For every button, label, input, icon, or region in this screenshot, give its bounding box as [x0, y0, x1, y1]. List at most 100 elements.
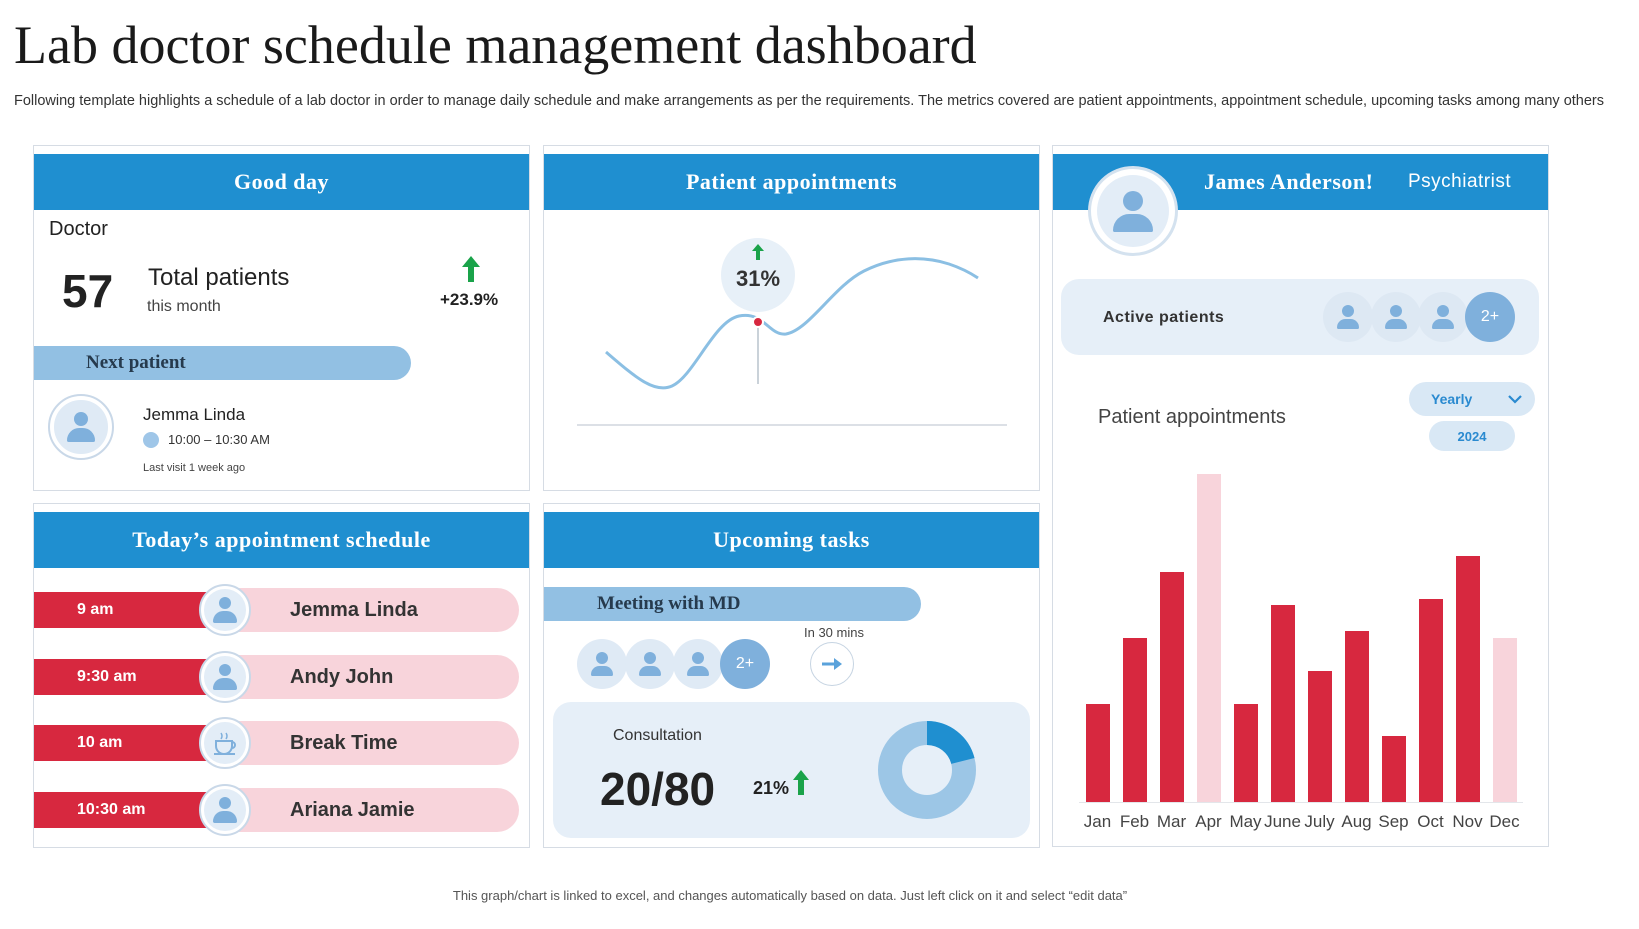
page-title: Lab doctor schedule management dashboard [14, 15, 977, 75]
donut-completed [878, 721, 976, 819]
clock-icon [143, 432, 159, 448]
bar-oct [1418, 598, 1443, 802]
bar-sep [1381, 736, 1406, 802]
person-icon [1335, 304, 1361, 330]
next-patient-bar: Next patient [34, 346, 411, 380]
person-icon [1430, 304, 1456, 330]
schedule-panel: Today’s appointment schedule 9 am Jemma L… [33, 503, 530, 848]
last-visit-text: Last visit 1 week ago [143, 462, 246, 474]
patient-appointments-trend-panel: Patient appointments 31% [543, 145, 1040, 491]
consultation-donut [878, 721, 976, 819]
go-to-meeting-button[interactable] [810, 642, 854, 686]
meeting-bar[interactable]: Meeting with MD [544, 587, 921, 621]
bar-chart-xaxis: Jan Feb Mar Apr May June July Aug Sep Oct Nov Dec [1079, 812, 1523, 834]
trend-marker-value: 31% [735, 266, 781, 291]
footer-note: This graph/chart is linked to excel, and… [452, 888, 1128, 903]
schedule-row[interactable]: 10 am Break Time [34, 717, 521, 769]
schedule-avatar [199, 784, 251, 836]
arrow-up-icon [462, 256, 480, 282]
coffee-cup-icon [213, 732, 236, 755]
total-patients-value: 57 [62, 265, 114, 317]
attendee-avatar[interactable] [625, 639, 675, 689]
month-label: Aug [1341, 812, 1372, 831]
schedule-name: Jemma Linda [234, 588, 519, 632]
attendee-avatar[interactable] [673, 639, 723, 689]
consultation-card [553, 702, 1030, 838]
bar-apr [1196, 474, 1221, 802]
role-label: Doctor [49, 218, 108, 240]
attendees-more[interactable]: 2+ [720, 639, 770, 689]
trend-line [605, 257, 979, 390]
next-patient-name: Jemma Linda [143, 405, 246, 424]
trend-line-chart [577, 257, 1007, 426]
patient-appointments-header: Patient appointments [544, 154, 1039, 210]
bar-dec [1492, 638, 1517, 802]
schedule-row[interactable]: 9 am Jemma Linda [34, 584, 521, 636]
schedule-time: 10 am [34, 725, 209, 761]
bar-mar [1159, 572, 1184, 802]
consultation-pct: 21% [753, 778, 790, 798]
bar-chart-area [1079, 474, 1523, 803]
month-label: Nov [1452, 812, 1483, 831]
schedule-avatar [199, 717, 251, 769]
appointments-chart-title: Patient appointments [1098, 406, 1286, 428]
tasks-panel: Upcoming tasks Meeting with MD In 30 min… [543, 503, 1040, 848]
arrow-up-icon [793, 770, 809, 795]
schedule-row[interactable]: 9:30 am Andy John [34, 651, 521, 703]
person-icon [1383, 304, 1409, 330]
trend-marker-dot [752, 316, 764, 328]
person-icon [211, 663, 239, 691]
doctor-avatar[interactable] [1088, 166, 1178, 256]
bar-feb [1122, 638, 1147, 802]
active-patients-label: Active patients [1103, 309, 1225, 326]
person-icon [589, 651, 615, 677]
profile-panel: James Anderson! Psychiatrist Active pati… [1052, 145, 1549, 847]
meeting-label: Meeting with MD [597, 593, 741, 614]
schedule-avatar [199, 651, 251, 703]
schedule-name: Andy John [234, 655, 519, 699]
active-patients-more[interactable]: 2+ [1465, 292, 1515, 342]
month-label: Oct [1417, 812, 1444, 831]
bar-aug [1344, 631, 1369, 802]
schedule-row[interactable]: 10:30 am Ariana Jamie [34, 784, 521, 836]
year-label: 2024 [1457, 428, 1487, 444]
total-patients-label: Total patients [148, 264, 290, 291]
consultation-label: Consultation [613, 727, 702, 744]
period-dropdown[interactable]: Yearly [1409, 382, 1535, 416]
change-value: +23.9% [440, 290, 499, 309]
schedule-time: 9:30 am [34, 659, 209, 695]
month-label: Apr [1195, 812, 1222, 831]
month-label: May [1229, 812, 1262, 831]
schedule-avatar [199, 584, 251, 636]
schedule-name: Break Time [234, 721, 519, 765]
schedule-time: 9 am [34, 592, 209, 628]
attendee-avatar[interactable] [577, 639, 627, 689]
person-icon [211, 596, 239, 624]
month-label: Feb [1119, 812, 1150, 831]
meeting-time: In 30 mins [804, 625, 864, 640]
active-patient-avatar[interactable] [1371, 292, 1421, 342]
month-label: Mar [1156, 812, 1187, 831]
month-label: Sep [1378, 812, 1409, 831]
schedule-time: 10:30 am [34, 792, 209, 828]
next-patient-avatar[interactable] [48, 394, 114, 460]
arrow-right-icon [822, 658, 842, 670]
schedule-name: Ariana Jamie [234, 788, 519, 832]
active-patient-avatar[interactable] [1323, 292, 1373, 342]
next-patient-label: Next patient [86, 352, 186, 373]
consultation-value: 20/80 [600, 763, 716, 815]
person-icon [685, 651, 711, 677]
month-label: July [1304, 812, 1335, 831]
period-dropdown-value: Yearly [1431, 391, 1473, 407]
active-patient-avatar[interactable] [1418, 292, 1468, 342]
chevron-down-icon [1508, 395, 1522, 404]
year-badge[interactable]: 2024 [1429, 421, 1515, 451]
month-label: Jan [1083, 812, 1112, 831]
bar-jan [1085, 703, 1110, 802]
tasks-header: Upcoming tasks [544, 512, 1039, 568]
arrow-up-icon [752, 244, 764, 260]
next-patient-time: 10:00 – 10:30 AM [168, 432, 270, 447]
attendees-more-label: 2+ [735, 655, 755, 672]
bar-june [1270, 605, 1295, 802]
month-label: Dec [1489, 812, 1520, 831]
